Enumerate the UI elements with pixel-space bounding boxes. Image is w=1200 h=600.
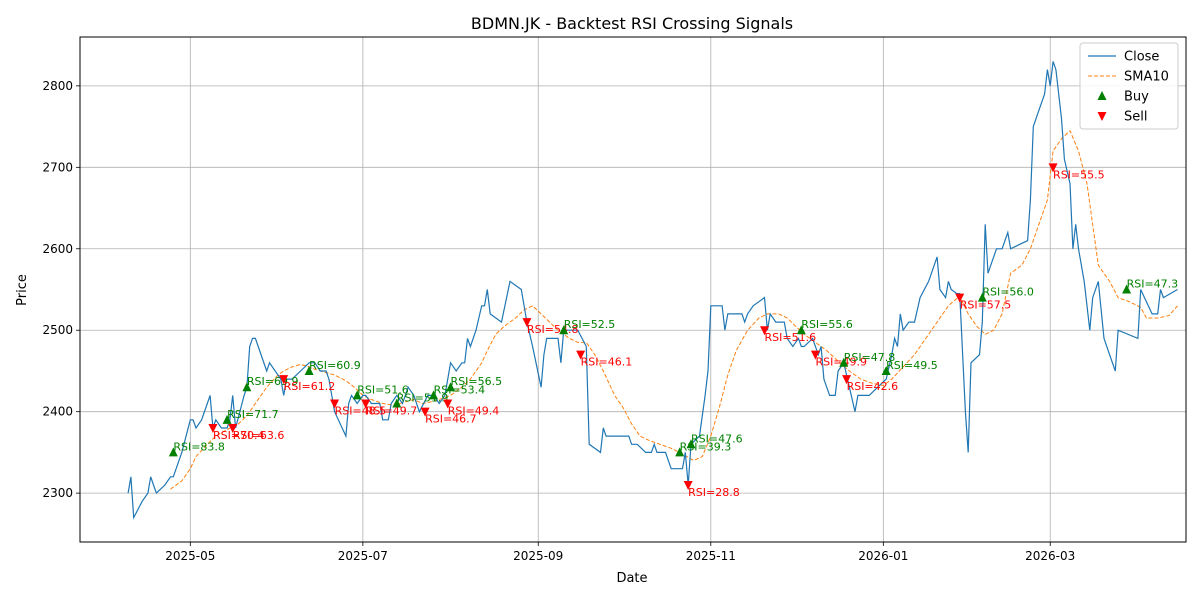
buy-marker (446, 382, 456, 392)
sell-rsi-label: RSI=28.8 (688, 486, 740, 499)
buy-rsi-label: RSI=49.5 (886, 359, 938, 372)
legend: Close SMA10 Buy Sell (1079, 42, 1179, 130)
sell-rsi-label: RSI=61.2 (284, 380, 336, 393)
sell-rsi-label: RSI=63.6 (233, 429, 285, 442)
x-axis-title: Date (616, 571, 647, 586)
legend-label-close: Close (1124, 50, 1159, 65)
buy-marker (429, 390, 439, 400)
x-axis: 2025-05 2025-07 2025-09 2025-11 2026-01 2026-… (165, 542, 1075, 563)
legend-label-sma: SMA10 (1124, 70, 1169, 85)
y-tick-label: 2400 (42, 405, 73, 419)
y-tick-label: 2600 (42, 242, 73, 256)
sell-rsi-label: RSI=46.7 (425, 413, 477, 426)
sell-marker (842, 375, 852, 385)
y-tick-label: 2800 (42, 79, 73, 93)
buy-marker (559, 325, 569, 335)
legend-label-buy: Buy (1124, 90, 1149, 105)
sell-rsi-label: RSI=57.5 (960, 299, 1012, 312)
legend-buy-swatch (1097, 91, 1107, 100)
x-tick-label: 2026-03 (1025, 549, 1075, 563)
x-tick-label: 2025-11 (686, 549, 736, 563)
sell-rsi-label: RSI=46.1 (581, 356, 633, 369)
y-axis-title: Price (15, 274, 30, 306)
sell-rsi-label: RSI=51.6 (765, 331, 817, 344)
plot-frame (79, 36, 1187, 543)
sell-rsi-label: RSI=48.5 (335, 405, 387, 418)
chart-title: BDMN.JK - Backtest RSI Crossing Signals (471, 14, 793, 33)
y-tick-label: 2700 (42, 160, 73, 174)
x-tick-label: 2025-07 (338, 549, 388, 563)
buy-marker (392, 398, 402, 408)
sell-rsi-label: RSI=70.4 (213, 429, 265, 442)
sell-marker (576, 350, 586, 360)
buy-rsi-label: RSI=51.6 (357, 383, 409, 396)
buy-rsi-label: RSI=83.8 (173, 440, 225, 453)
buy-rsi-label: RSI=55.6 (801, 318, 853, 331)
buy-rsi-label: RSI=47.3 (1127, 278, 1179, 291)
sell-rsi-label: RSI=42.6 (847, 380, 899, 393)
sell-rsi-label: RSI=49.9 (815, 356, 867, 369)
signal-layer: RSI=83.8RSI=70.4RSI=71.7RSI=63.6RSI=69.9… (168, 163, 1179, 499)
sell-marker (810, 350, 820, 360)
sma10-line (170, 129, 1178, 490)
buy-marker (977, 292, 987, 302)
sell-rsi-label: RSI=49.7 (366, 405, 418, 418)
y-tick-label: 2300 (42, 486, 73, 500)
close-line (127, 61, 1178, 520)
buy-rsi-label: RSI=60.9 (309, 359, 361, 372)
buy-rsi-label: RSI=52.5 (564, 318, 616, 331)
sell-marker (279, 375, 289, 385)
buy-marker (881, 365, 891, 375)
sell-marker (208, 423, 218, 433)
buy-marker (242, 382, 252, 392)
sell-marker (1048, 163, 1058, 173)
sell-marker (228, 423, 238, 433)
buy-rsi-label: RSI=47.6 (691, 432, 743, 445)
buy-marker (796, 325, 806, 335)
legend-box (1079, 42, 1179, 130)
x-tick-label: 2026-01 (858, 549, 908, 563)
y-tick-label: 2500 (42, 323, 73, 337)
buy-marker (304, 365, 314, 375)
sell-rsi-label: RSI=49.4 (448, 405, 500, 418)
x-tick-label: 2025-09 (513, 549, 563, 563)
buy-rsi-label: RSI=47.8 (844, 351, 896, 364)
sell-rsi-label: RSI=55.5 (1053, 168, 1105, 181)
buy-marker (675, 447, 685, 457)
buy-marker (839, 357, 849, 367)
legend-sell-swatch (1097, 112, 1107, 121)
series-layer (127, 61, 1178, 520)
buy-marker (352, 390, 362, 400)
sell-marker (443, 399, 453, 409)
x-tick-label: 2025-05 (165, 549, 215, 563)
sell-marker (330, 399, 340, 409)
sell-marker (522, 318, 532, 328)
sell-marker (760, 326, 770, 336)
y-axis: 2300 2400 2500 2600 2700 2800 (42, 79, 80, 500)
legend-label-sell: Sell (1124, 110, 1147, 125)
sell-marker (361, 399, 371, 409)
buy-rsi-label: RSI=71.7 (227, 408, 279, 421)
sell-marker (420, 407, 430, 417)
buy-marker (686, 439, 696, 449)
buy-marker (222, 414, 232, 424)
buy-marker (1122, 284, 1132, 294)
buy-rsi-label: RSI=53.4 (434, 383, 486, 396)
buy-marker (168, 447, 178, 457)
buy-rsi-label: RSI=56.5 (451, 375, 503, 388)
sell-marker (955, 293, 965, 303)
sell-marker (683, 480, 693, 490)
buy-rsi-label: RSI=56.0 (982, 286, 1034, 299)
